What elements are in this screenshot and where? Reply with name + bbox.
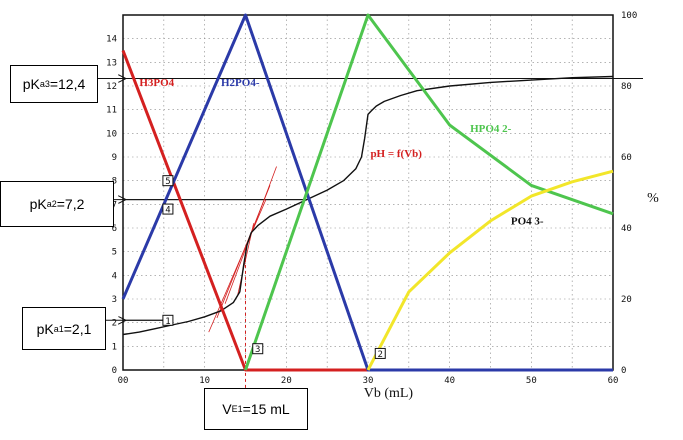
tangent-construction-line: [208, 199, 267, 333]
marker-box: [374, 347, 386, 359]
marker-label: 2: [378, 350, 383, 360]
species-label: H2PO4-: [221, 77, 260, 89]
y-left-tick-label: 7: [112, 200, 117, 210]
pka1-label: pK a1 =2,1: [22, 307, 106, 350]
series-line-3: [244, 13, 614, 371]
y-left-tick-label: 6: [112, 224, 117, 234]
species-label: H3PO4: [139, 77, 174, 89]
chart-series: [121, 13, 614, 372]
pka3-main: pK: [22, 76, 40, 92]
y-right-tick-label: 60: [621, 153, 632, 163]
y-left-tick-label: 4: [112, 271, 117, 281]
y-left-tick-label: 14: [106, 35, 117, 45]
y-left-tick-label: 1: [112, 342, 117, 352]
marker-label: 1: [165, 317, 170, 327]
marker-box: [162, 175, 174, 187]
x-tick-label: 60: [608, 376, 619, 386]
marker-label: 4: [165, 206, 170, 216]
species-label: HPO4 2-: [470, 123, 512, 135]
marker-label: 5: [165, 177, 170, 187]
y-left-tick-label: 5: [112, 248, 117, 258]
marker-box: [162, 314, 174, 326]
y-right-tick-label: 20: [621, 295, 632, 305]
x-tick-label: 40: [444, 376, 455, 386]
ve1-main: V: [222, 401, 232, 417]
x-tick-label: 10: [199, 376, 210, 386]
species-label: PO4 3-: [511, 215, 544, 227]
x-axis-title: Vb (mL): [364, 386, 414, 401]
y-left-tick-label: 3: [112, 295, 117, 305]
pka2-value: =7,2: [56, 196, 85, 212]
pka3-value: =12,4: [49, 76, 86, 92]
y-right-axis-title: %: [647, 191, 659, 206]
y-left-tick-label: 8: [112, 177, 117, 187]
x-tick-label: 50: [526, 376, 537, 386]
y-left-tick-label: 9: [112, 153, 117, 163]
y-right-tick-label: 100: [621, 11, 637, 21]
y-right-tick-label: 0: [621, 366, 626, 376]
y-left-tick-label: 2: [112, 319, 117, 329]
pka2-label: pK a2 =7,2: [0, 181, 114, 227]
ve1-sub: E1: [231, 404, 243, 414]
pka1-sub: a1: [53, 323, 64, 334]
y-left-tick-label: 0: [112, 366, 117, 376]
pka-guide-lines: [98, 79, 643, 388]
y-left-tick-label: 11: [106, 106, 117, 116]
pka1-main: pK: [36, 320, 54, 337]
numbered-markers: 1 2 3 4 5: [162, 175, 386, 360]
y-left-tick-label: 13: [106, 58, 117, 68]
pka3-sub: a3: [39, 79, 50, 89]
pka3-label: pK a3 =12,4: [10, 65, 98, 103]
pka1-value: =2,1: [63, 320, 92, 337]
pka2-main: pK: [29, 196, 47, 212]
axis-ticks: 00 10 20 30 40 50 6001234567891011121314020406…: [106, 11, 637, 386]
y-right-tick-label: 80: [621, 82, 632, 92]
marker-box: [162, 203, 174, 215]
series-line-0: [122, 75, 614, 336]
x-tick-label: 00: [118, 376, 129, 386]
series-line-4: [366, 169, 614, 371]
marker-label: 3: [255, 345, 260, 355]
y-left-tick-label: 10: [106, 129, 117, 139]
ve1-value: =15 mL: [242, 401, 290, 417]
ph-curve-label: pH = f(Vb): [370, 148, 422, 160]
ve1-label: V E1 =15 mL: [204, 388, 308, 430]
pka2-sub: a2: [46, 199, 57, 209]
y-left-tick-label: 12: [106, 82, 117, 92]
marker-box: [252, 343, 264, 355]
x-tick-label: 20: [281, 376, 292, 386]
y-right-tick-label: 40: [621, 224, 632, 234]
x-tick-label: 30: [363, 376, 374, 386]
